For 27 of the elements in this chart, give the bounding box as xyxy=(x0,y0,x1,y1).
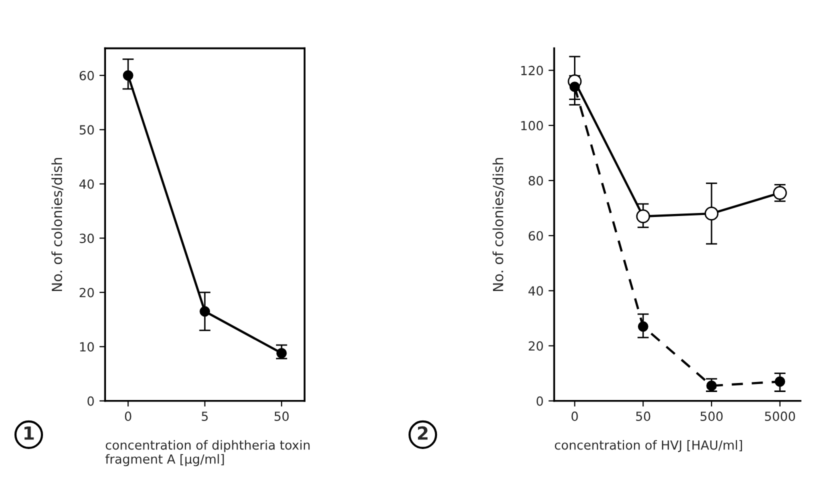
y-tick-label: 60 xyxy=(80,70,94,80)
y-tick-label: 80 xyxy=(528,176,543,186)
text: 1 xyxy=(24,426,34,440)
y-tick-label: 20 xyxy=(80,288,94,298)
y-tick-label: 120 xyxy=(521,66,543,76)
y-tick-label: 40 xyxy=(79,179,94,189)
x-axis-title: concentration of diphtheria toxin fragment A [μg/ml] xyxy=(105,440,310,466)
y-tick-label: 10 xyxy=(80,342,94,352)
x-axis-title: concentration of HVJ [HAU/ml] xyxy=(554,440,742,452)
y-tick-label: 30 xyxy=(80,234,94,244)
y-tick-label: 20 xyxy=(528,341,543,351)
y-tick-label: 100 xyxy=(521,120,543,130)
text: 2 xyxy=(418,426,428,440)
x-tick-label: 0 xyxy=(124,412,132,421)
y-tick-label: 50 xyxy=(80,125,94,135)
x-tick-label: 5 xyxy=(202,412,208,421)
y-tick-label: 0 xyxy=(536,396,543,406)
y-axis-title: No. of colonies/dish xyxy=(51,158,64,292)
y-tick-label: 60 xyxy=(528,231,543,241)
x-tick-label: 500 xyxy=(700,412,723,421)
y-tick-label: 40 xyxy=(528,286,543,296)
x-tick-label: 50 xyxy=(274,412,289,421)
x-tick-label: 0 xyxy=(572,412,578,421)
y-tick-label: 0 xyxy=(88,396,94,406)
x-tick-label: 50 xyxy=(636,412,650,421)
y-axis-title: No. of colonies/dish xyxy=(492,158,504,292)
x-tick-label: 5000 xyxy=(765,412,796,421)
